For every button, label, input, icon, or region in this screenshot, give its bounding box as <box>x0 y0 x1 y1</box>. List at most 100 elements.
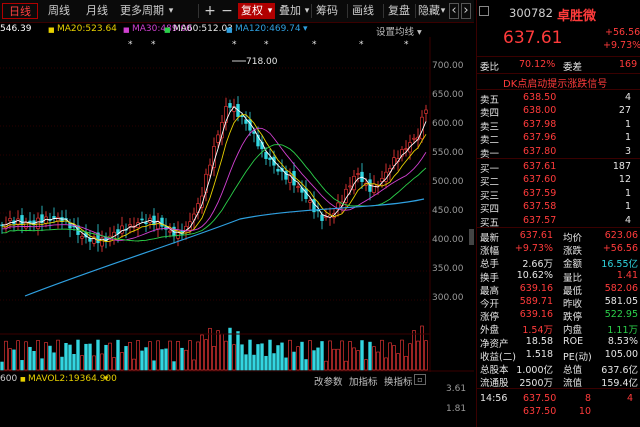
chevron-down-icon[interactable]: ▾ <box>304 6 310 16</box>
stat-value: 637.61 <box>519 230 553 241</box>
tab-daily[interactable]: 日线 <box>2 3 38 19</box>
kline-chart[interactable]: * * * * * * * 718.00 <box>0 37 474 372</box>
prev-arrow-icon[interactable]: ‹ <box>449 3 459 19</box>
stat-value: 1.11万 <box>607 325 638 337</box>
bid-ratio-label: 委比 <box>480 62 500 73</box>
candle-body <box>8 218 12 222</box>
ask-row[interactable]: 卖一 637.80 3 <box>477 146 640 160</box>
candle-body <box>400 149 404 157</box>
candle-body <box>336 202 340 210</box>
signal-banner[interactable]: DK点启动提示涨跌信号 <box>503 79 608 90</box>
price-change: +56.56 <box>605 27 640 38</box>
bid-row[interactable]: 买五 637.57 4 <box>477 214 640 229</box>
ask-row[interactable]: 卖二 637.96 1 <box>477 132 640 146</box>
volume-bar <box>328 340 332 371</box>
ma5-value: 546.39 <box>0 24 32 34</box>
chevron-down-icon[interactable]: ▾ <box>265 3 275 19</box>
candle-body <box>228 103 232 108</box>
candle-body <box>320 214 324 221</box>
volume-bar <box>172 361 176 371</box>
stat-label: ROE <box>563 335 584 347</box>
signal-star-icon: * <box>151 40 156 50</box>
stock-name: 卓胜微 <box>557 9 597 24</box>
moving-average-line <box>2 114 427 242</box>
stat-value: 10.62% <box>516 269 553 281</box>
draw-line-button[interactable]: 画线 <box>352 4 374 17</box>
tick-row: 14:56 637.50 8 4 <box>477 393 640 406</box>
candle-body <box>200 195 204 208</box>
ask-price: 637.96 <box>523 132 557 144</box>
stat-value: 637.6亿 <box>601 365 638 376</box>
y-tick: 350.00 <box>432 264 464 274</box>
adjust-button[interactable]: 复权 <box>238 3 266 19</box>
stat-label: 总值 <box>563 365 583 376</box>
tick-volume: 8 <box>584 393 591 404</box>
ask-row[interactable]: 卖三 637.98 1 <box>477 119 640 133</box>
ma-settings-button[interactable]: 设置均线 ▾ <box>376 24 422 38</box>
overlay-button[interactable]: 叠加 <box>279 4 301 17</box>
volume-bar <box>68 344 72 371</box>
chips-button[interactable]: 筹码 <box>316 4 338 17</box>
candle-body <box>40 214 44 223</box>
expand-icon[interactable]: ▫ <box>414 374 426 385</box>
bid-diff-value: 169 <box>619 59 638 70</box>
volume-bar <box>184 349 188 371</box>
stat-label: PE(动) <box>563 351 592 363</box>
volume-bar <box>208 327 212 371</box>
ask-row[interactable]: 卖四 638.00 27 <box>477 105 640 119</box>
signal-star-icon: * <box>404 40 409 50</box>
candle-body <box>404 148 408 150</box>
change-params-button[interactable]: 改参数 <box>314 377 343 388</box>
volume-bar <box>364 359 368 371</box>
tick-row: 637.50 10 <box>477 406 640 419</box>
ask-label: 卖一 <box>480 148 500 160</box>
bid-price: 637.59 <box>523 187 557 199</box>
volume-bar <box>416 340 420 371</box>
tab-weekly[interactable]: 周线 <box>48 4 70 17</box>
bid-label: 买五 <box>480 217 500 229</box>
bid-label: 买二 <box>480 177 500 189</box>
volume-bar <box>280 342 284 371</box>
square-icon: ■ <box>226 26 233 34</box>
chart-toolbar: 日线 周线 月线 更多周期 ▾ + − 复权 ▾ 叠加 ▾ 筹码 画线 复盘 隐… <box>0 0 474 23</box>
volume-bar <box>168 340 172 371</box>
bid-row[interactable]: 买一 637.61 187 <box>477 161 640 175</box>
bid-row[interactable]: 买三 637.59 1 <box>477 187 640 202</box>
hide-button[interactable]: 隐藏 <box>418 4 440 17</box>
volume-bar <box>412 330 416 371</box>
volume-bar <box>88 343 92 371</box>
ask-row[interactable]: 卖五 638.50 4 <box>477 92 640 106</box>
bid-row[interactable]: 买四 637.58 1 <box>477 201 640 215</box>
zoom-in-button[interactable]: + <box>204 3 216 19</box>
square-icon: ■ <box>123 26 130 34</box>
tab-monthly[interactable]: 月线 <box>86 4 108 17</box>
next-arrow-icon[interactable]: › <box>461 3 471 19</box>
panel-collapse-handle[interactable] <box>469 229 474 245</box>
switch-indicator-button[interactable]: 换指标 <box>384 377 413 388</box>
candle-body <box>88 238 92 242</box>
candle-body <box>296 186 300 188</box>
volume-bar <box>376 351 380 371</box>
square-icon: ■ <box>48 26 55 34</box>
panel-toggle-icon[interactable] <box>479 6 489 16</box>
add-indicator-button[interactable]: 加指标 <box>349 377 378 388</box>
volume-bar <box>104 344 108 371</box>
candle-body <box>276 168 280 172</box>
bid-volume: 4 <box>624 214 631 226</box>
volume-bar <box>36 340 40 371</box>
chevron-down-icon[interactable]: ▾ <box>303 24 308 34</box>
stat-row: 总手 2.66万 金额 16.55亿 <box>477 256 640 270</box>
chevron-down-icon[interactable]: ▾ <box>440 6 446 16</box>
stat-label: 流通股 <box>480 378 509 390</box>
volume-bar <box>212 345 216 371</box>
stat-value: 8.53% <box>607 335 638 347</box>
chevron-down-icon[interactable]: ▾ <box>104 374 109 384</box>
stat-value: 1.54万 <box>522 325 553 337</box>
volume-bar <box>260 343 264 371</box>
candle-body <box>412 137 416 140</box>
tab-more-periods[interactable]: 更多周期 <box>120 4 164 17</box>
review-button[interactable]: 复盘 <box>388 4 410 17</box>
zoom-out-button[interactable]: − <box>221 3 233 19</box>
chevron-down-icon[interactable]: ▾ <box>168 6 174 16</box>
bid-row[interactable]: 买二 637.60 12 <box>477 174 640 189</box>
